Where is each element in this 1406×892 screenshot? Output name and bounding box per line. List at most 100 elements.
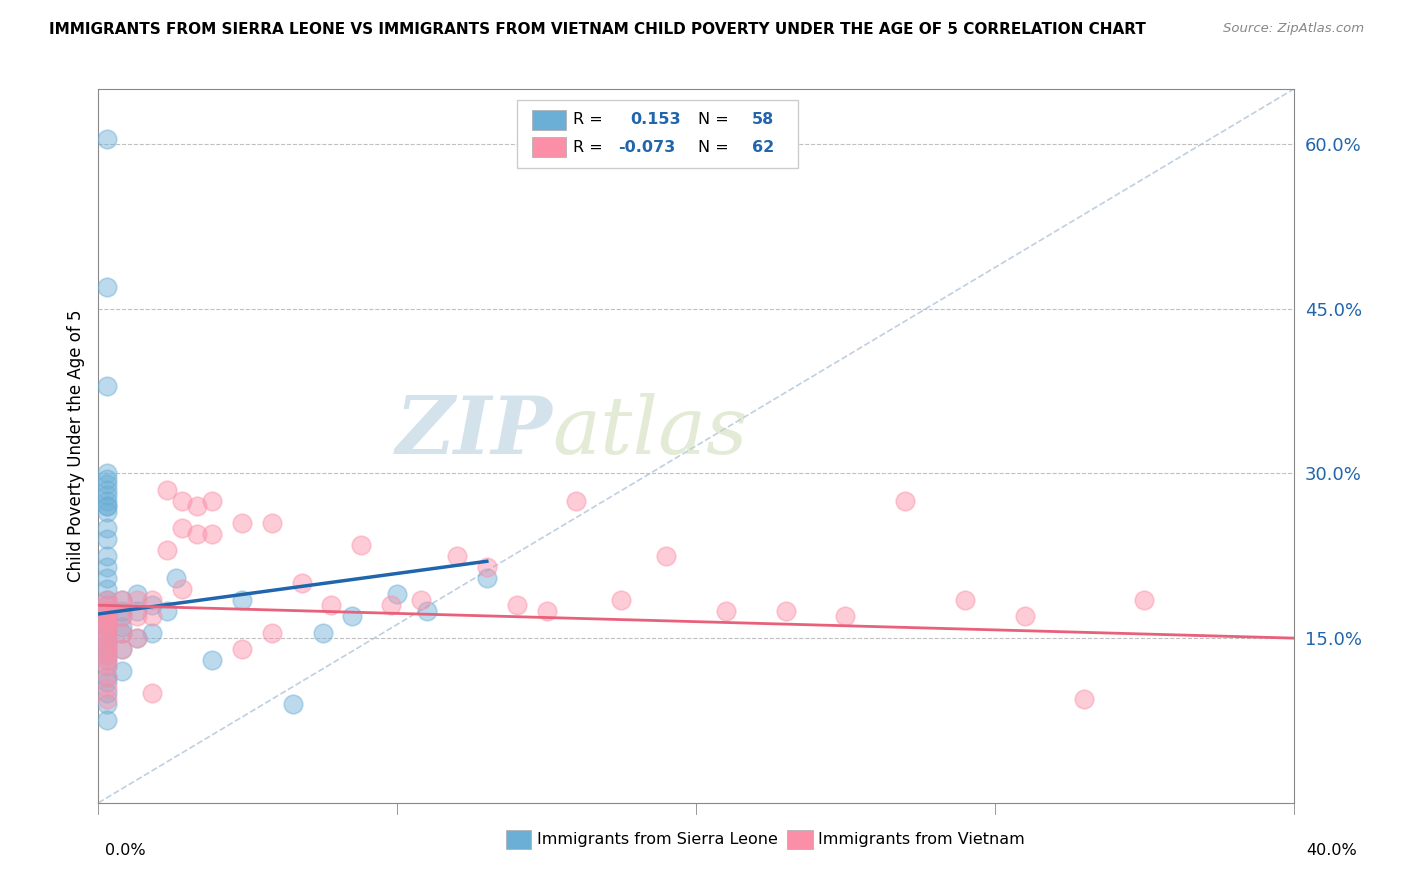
Point (350, 538, 373, 552)
Text: 58: 58 (752, 112, 775, 128)
Point (127, 631, 149, 645)
Point (655, 549, 678, 563)
Text: N =: N = (699, 139, 730, 154)
Point (96, 467, 118, 481)
Point (536, 604, 558, 618)
Point (156, 543, 179, 558)
Y-axis label: Child Poverty Under the Age of 5: Child Poverty Under the Age of 5 (66, 310, 84, 582)
Point (231, 592, 253, 607)
Point (96, 631, 118, 645)
Point (186, 500, 208, 514)
Point (111, 664, 134, 678)
Point (156, 604, 179, 618)
Text: IMMIGRANTS FROM SIERRA LEONE VS IMMIGRANTS FROM VIETNAM CHILD POVERTY UNDER THE : IMMIGRANTS FROM SIERRA LEONE VS IMMIGRAN… (49, 22, 1146, 37)
Point (96, 675, 118, 690)
Text: Source: ZipAtlas.com: Source: ZipAtlas.com (1223, 22, 1364, 36)
Point (610, 592, 633, 607)
Point (231, 516, 253, 530)
Point (96, 620, 118, 634)
Point (96, 642, 118, 657)
Point (96, 609, 118, 624)
Point (96, 472, 118, 486)
Text: -0.073: -0.073 (619, 139, 675, 154)
Point (165, 571, 187, 585)
Point (111, 592, 134, 607)
Point (96, 477, 118, 491)
Point (321, 598, 343, 612)
Point (111, 642, 134, 657)
Point (111, 620, 134, 634)
Point (111, 625, 134, 640)
Point (96, 686, 118, 700)
Point (96, 559, 118, 574)
Point (127, 609, 149, 624)
Text: Immigrants from Sierra Leone: Immigrants from Sierra Leone (537, 832, 778, 847)
Text: Immigrants from Vietnam: Immigrants from Vietnam (818, 832, 1025, 847)
Point (96, 483, 118, 497)
Point (96, 637, 118, 651)
Point (775, 604, 797, 618)
Point (96, 620, 118, 634)
Text: 40.0%: 40.0% (1306, 843, 1357, 858)
Point (127, 604, 149, 618)
Text: 62: 62 (752, 139, 775, 154)
Text: 0.0%: 0.0% (105, 843, 146, 858)
Point (127, 631, 149, 645)
Point (96, 604, 118, 618)
Point (260, 516, 283, 530)
Point (96, 604, 118, 618)
Point (96, 598, 118, 612)
Point (1073, 691, 1095, 706)
Point (111, 604, 134, 618)
Point (96, 615, 118, 629)
Point (96, 494, 118, 508)
Point (127, 587, 149, 601)
Point (96, 642, 118, 657)
Point (96, 549, 118, 563)
Point (96, 500, 118, 514)
Point (96, 582, 118, 596)
FancyBboxPatch shape (517, 100, 797, 168)
Point (260, 625, 283, 640)
Point (411, 592, 433, 607)
Point (111, 609, 134, 624)
Point (141, 598, 163, 612)
Point (127, 592, 149, 607)
Point (96, 669, 118, 683)
Point (96, 488, 118, 502)
Point (96, 500, 118, 514)
Point (1014, 609, 1036, 624)
Point (111, 625, 134, 640)
Point (96, 669, 118, 683)
Point (475, 571, 498, 585)
Point (506, 598, 529, 612)
Point (96, 653, 118, 667)
Point (446, 549, 468, 563)
Point (953, 592, 976, 607)
Point (96, 615, 118, 629)
Point (96, 378, 118, 392)
Text: ZIP: ZIP (395, 393, 553, 470)
Point (96, 131, 118, 145)
Point (96, 505, 118, 519)
Text: R =: R = (572, 112, 603, 128)
Point (141, 592, 163, 607)
Point (111, 609, 134, 624)
Point (96, 571, 118, 585)
FancyBboxPatch shape (533, 110, 565, 130)
Point (96, 653, 118, 667)
Point (186, 526, 208, 541)
Point (96, 625, 118, 640)
Point (894, 494, 917, 508)
Point (342, 609, 364, 624)
Point (96, 598, 118, 612)
Point (281, 697, 304, 711)
Point (96, 592, 118, 607)
Text: N =: N = (699, 112, 730, 128)
Point (172, 494, 194, 508)
Point (380, 598, 402, 612)
Point (201, 653, 224, 667)
FancyBboxPatch shape (533, 137, 565, 157)
Point (96, 280, 118, 294)
Point (201, 494, 224, 508)
